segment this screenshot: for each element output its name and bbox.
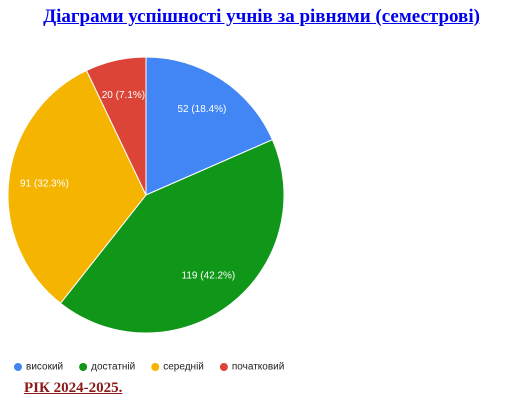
data-label: 91 (32.3%) [20,178,69,189]
chart-title: Діаграми успішності учнів за рівнями (се… [43,6,480,27]
footer: РІК 2024-2025. [24,380,123,396]
legend-label: високий [26,362,63,373]
legend-marker [79,363,88,371]
data-label: 52 (18.4%) [177,104,226,115]
legend-label: достатній [91,362,135,373]
legend-label: початковий [232,362,284,373]
legend-marker [14,363,22,371]
pie-slice [59,139,285,334]
pie-slice [7,69,147,305]
legend-marker [151,363,160,371]
legend-label: середній [163,362,204,373]
data-label: 20 (7.1%) [102,90,145,101]
data-label: 119 (42.2%) [182,270,236,281]
pie-slice [85,56,147,196]
legend-marker [219,363,228,371]
pie-slice [145,56,274,196]
